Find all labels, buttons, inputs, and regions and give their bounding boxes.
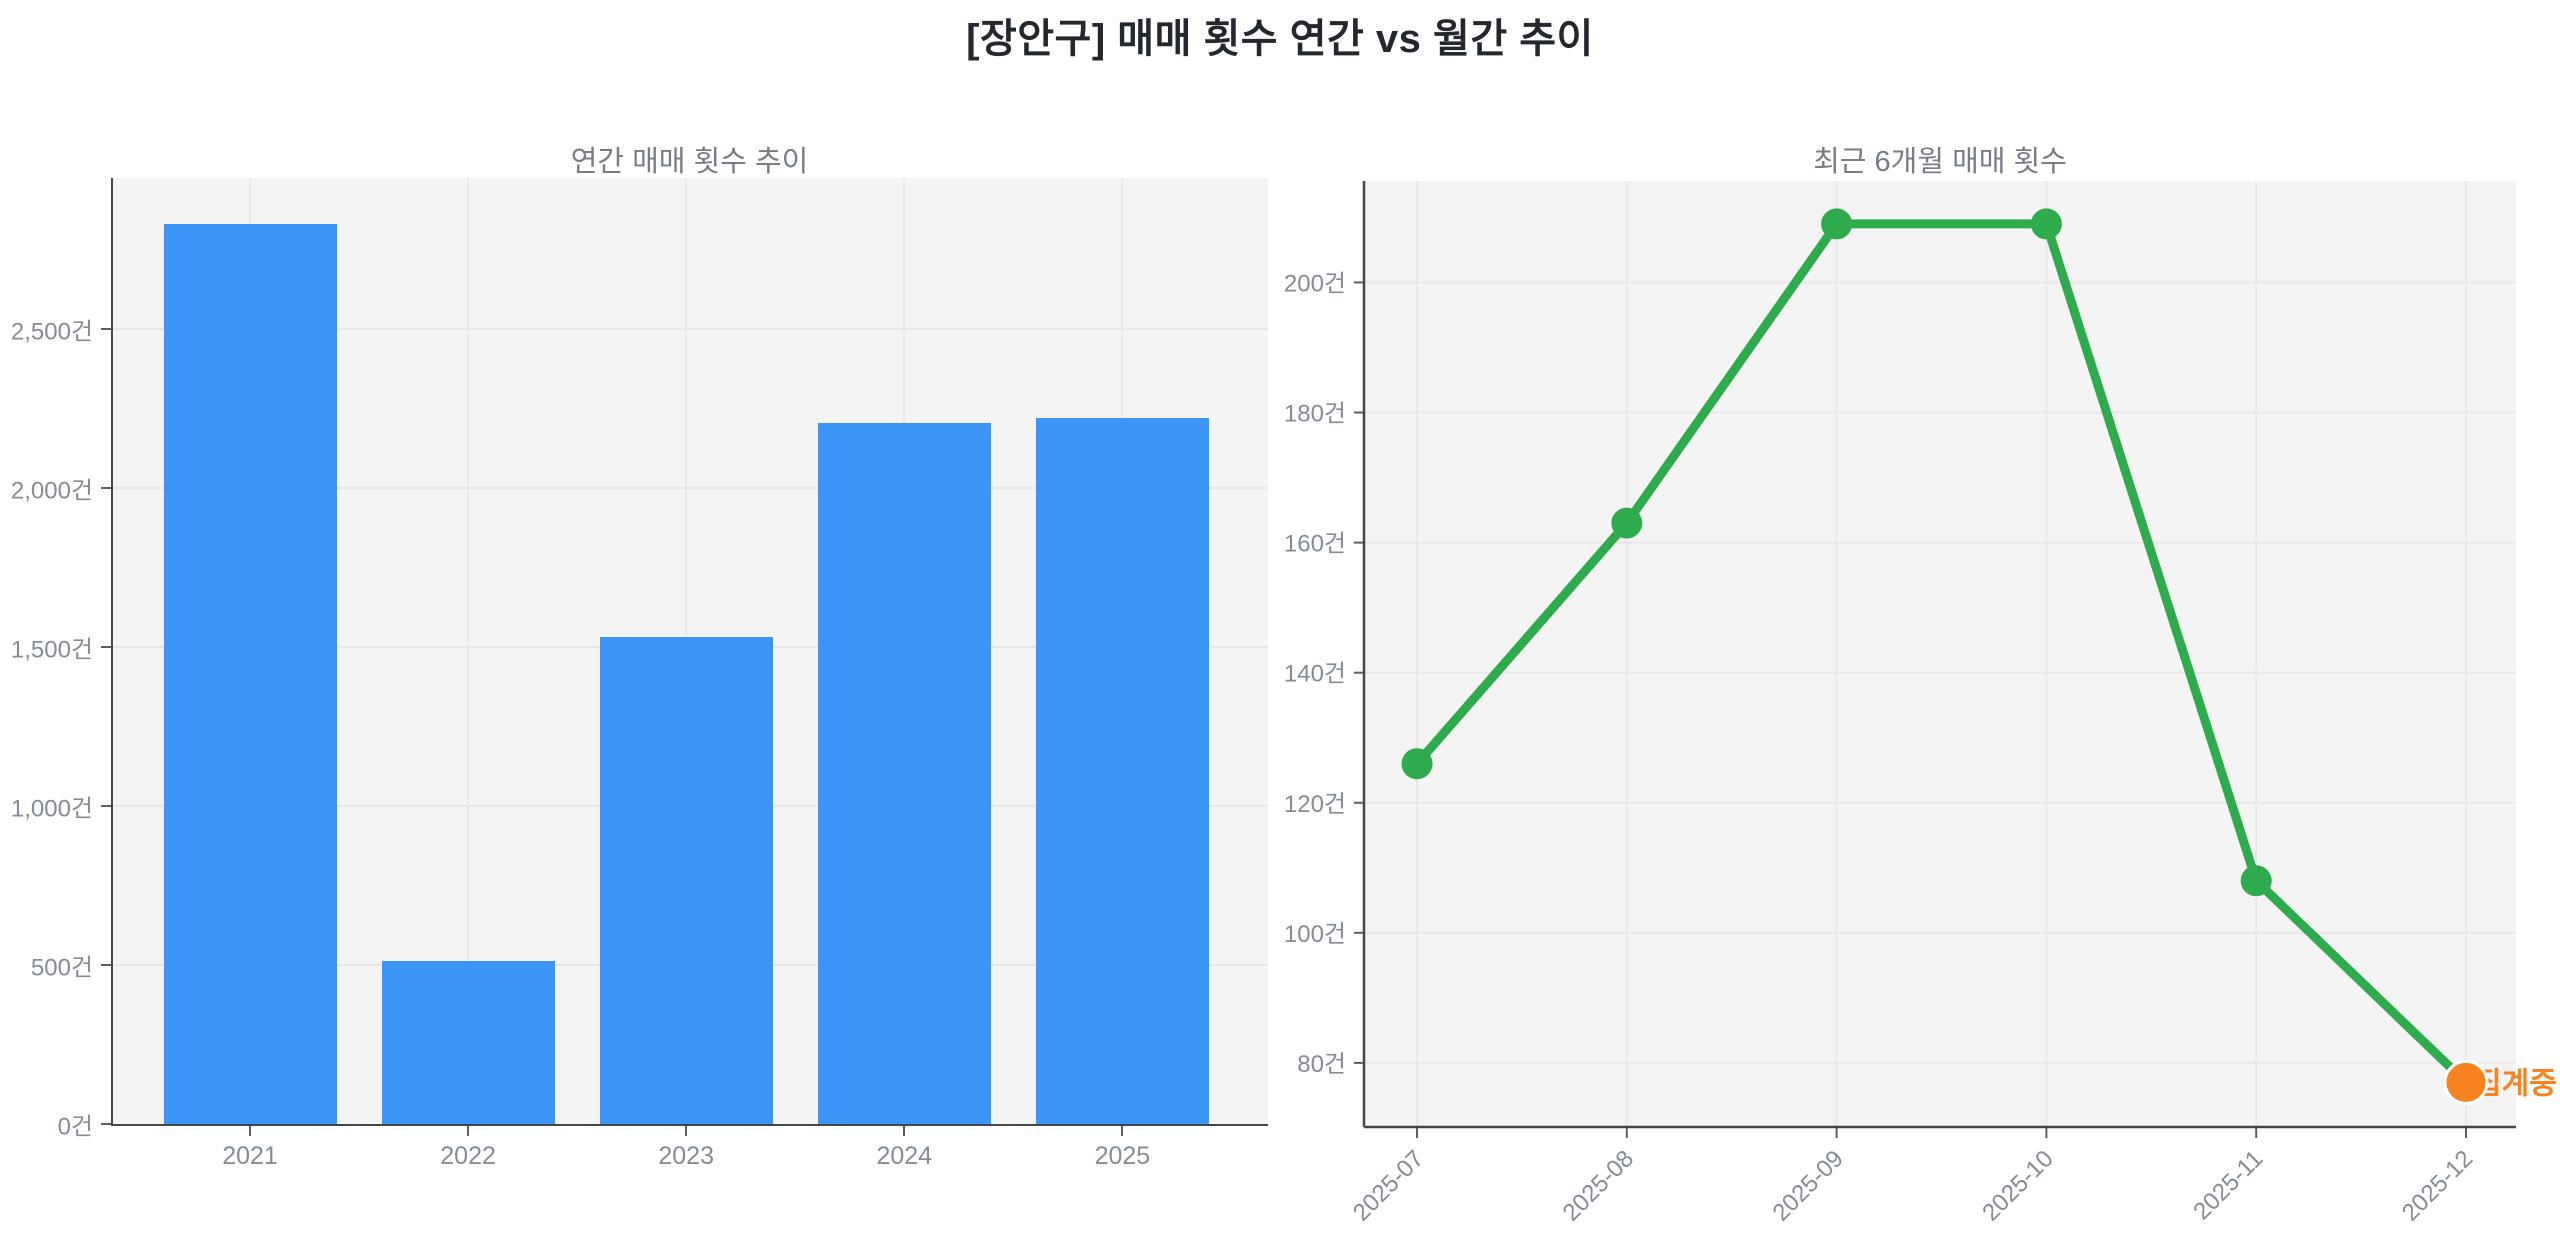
x-tick-label: 2025-11: [2188, 1145, 2268, 1225]
y-tick-label: 2,000건: [10, 477, 93, 505]
line-plot-area: [1364, 181, 2516, 1126]
data-point: [2030, 208, 2062, 240]
bar-chart-title: 연간 매매 횟수 추이: [570, 146, 809, 178]
x-tick-label: 2023: [658, 1142, 714, 1170]
y-tick-label: 140건: [1284, 661, 1346, 688]
bar-2022: [381, 961, 555, 1124]
y-axis-spine: [111, 178, 113, 1126]
x-tick-mark: [685, 1126, 688, 1136]
data-point: [1821, 208, 1853, 240]
line-chart-title: 최근 6개월 매매 횟수: [1813, 146, 2067, 178]
x-tick-label: 2022: [440, 1142, 496, 1170]
x-tick-mark: [249, 1126, 251, 1136]
x-tick-label: 2025: [1094, 1142, 1151, 1170]
y-tick-mark: [101, 646, 111, 649]
y-tick-mark: [101, 964, 111, 966]
x-tick-label: 2025-12: [2397, 1145, 2478, 1226]
data-point: [2240, 865, 2272, 897]
x-tick-label: 2025-07: [1348, 1145, 1429, 1226]
y-tick-mark: [101, 805, 111, 808]
y-tick-label: 1,000건: [10, 795, 93, 823]
data-point: [1401, 748, 1433, 780]
horizontal-gridline: [111, 328, 1268, 331]
x-tick-label: 2025-10: [1977, 1145, 2058, 1226]
x-tick-mark: [903, 1126, 906, 1136]
y-tick-label: 180건: [1284, 401, 1346, 428]
x-tick-mark: [1121, 1126, 1124, 1136]
y-tick-label: 1,500건: [10, 636, 93, 664]
y-tick-label: 0건: [57, 1113, 93, 1141]
x-tick-label: 2021: [222, 1142, 278, 1170]
x-tick-mark: [467, 1126, 470, 1136]
bar-2024: [817, 422, 991, 1124]
x-tick-label: 2025-09: [1767, 1145, 1848, 1226]
x-tick-label: 2025-08: [1558, 1145, 1639, 1226]
bar-2023: [599, 637, 773, 1124]
data-point-latest: [2443, 1059, 2489, 1105]
x-tick-label: 2024: [876, 1142, 933, 1170]
vertical-gridline: [467, 178, 470, 1124]
y-tick-label: 100건: [1284, 921, 1346, 948]
bar-2025: [1035, 418, 1209, 1124]
trend-line: [1412, 219, 2471, 1087]
data-point: [1611, 507, 1643, 539]
y-tick-label: 160건: [1284, 531, 1346, 558]
y-tick-label: 80건: [1297, 1051, 1346, 1078]
y-tick-mark: [101, 328, 111, 331]
horizontal-gridline: [111, 487, 1268, 490]
y-tick-label: 2,500건: [10, 318, 93, 346]
bar-2021: [163, 223, 337, 1124]
y-tick-label: 500건: [30, 954, 93, 982]
y-tick-label: 120건: [1284, 791, 1346, 818]
y-tick-mark: [101, 487, 111, 490]
y-tick-label: 200건: [1284, 270, 1346, 297]
y-tick-mark: [101, 1123, 111, 1125]
x-axis-spine: [111, 1124, 1268, 1126]
page-title: [장안구] 매매 횟수 연간 vs 월간 추이: [966, 17, 1594, 61]
